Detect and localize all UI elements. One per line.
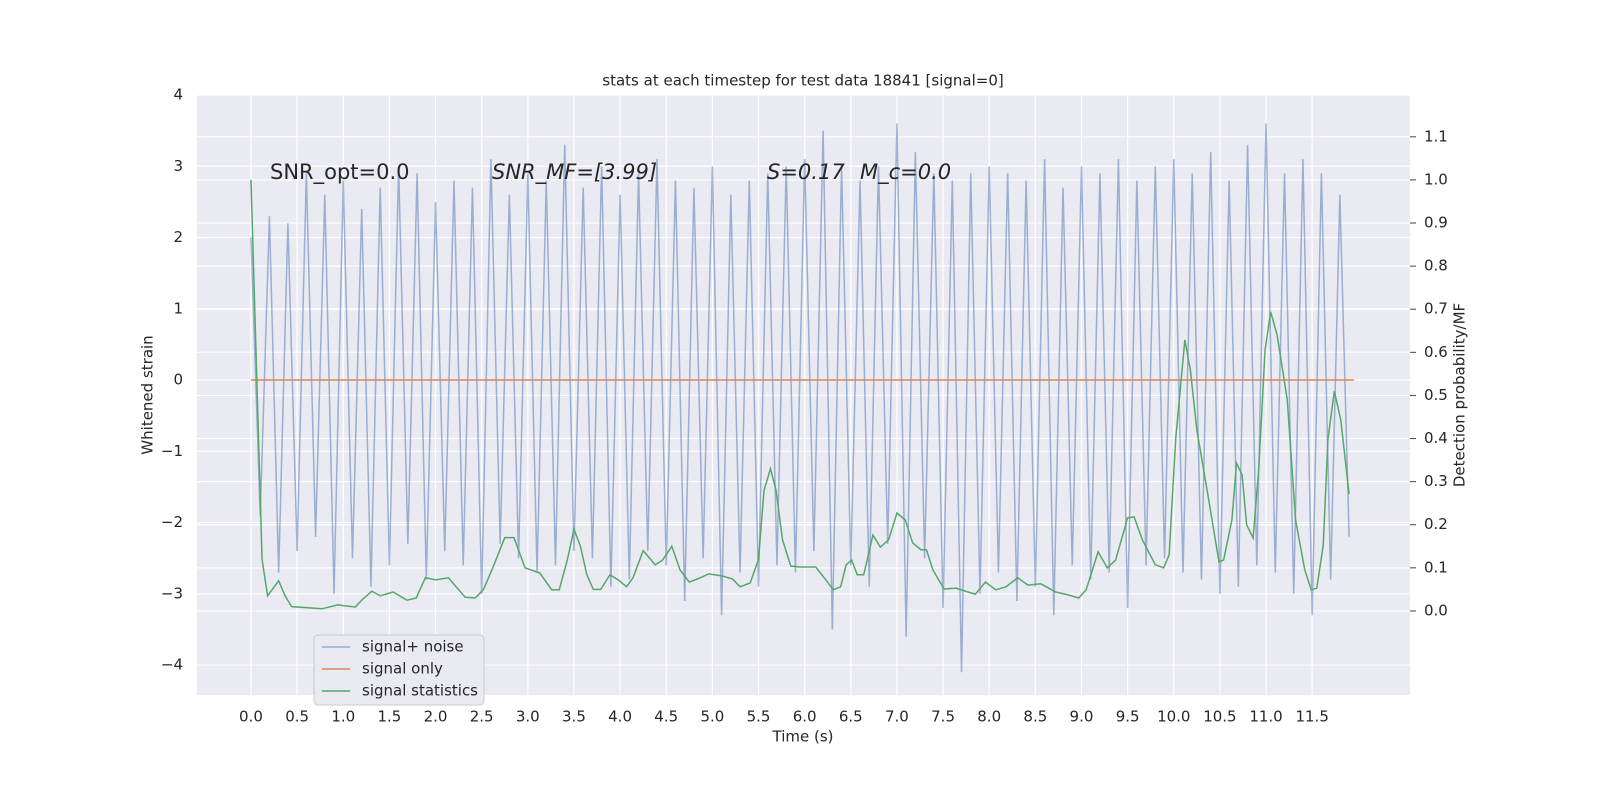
x-tick-label: 0.0 <box>239 708 263 726</box>
annotation: SNR_MF=[3.99] <box>492 160 657 185</box>
series-line <box>250 179 1350 610</box>
x-tick-label: 11.0 <box>1249 708 1282 726</box>
y-tick-label: 3 <box>173 157 183 175</box>
y2-tick-label: 0.5 <box>1424 386 1448 404</box>
x-tick-label: 9.5 <box>1116 708 1140 726</box>
annotation: M_c=0.0 <box>860 160 951 185</box>
series-line <box>250 123 1350 673</box>
y-tick-label: −4 <box>161 656 183 674</box>
y2-tick-label: 0.8 <box>1424 257 1448 275</box>
y2-tick-label: 0.2 <box>1424 515 1448 533</box>
legend-label: signal+ noise <box>362 638 464 656</box>
y2-tick-label: 1.0 <box>1424 170 1448 188</box>
x-tick-label: 5.0 <box>700 708 724 726</box>
y-tick-label: 1 <box>173 299 183 317</box>
y-tick-label: 2 <box>173 228 183 246</box>
y-tick-label: −2 <box>161 513 183 531</box>
x-tick-label: 2.0 <box>424 708 448 726</box>
x-tick-label: 1.5 <box>377 708 401 726</box>
y-tick-label: 4 <box>173 86 183 104</box>
x-tick-label: 7.5 <box>931 708 955 726</box>
x-tick-label: 10.5 <box>1203 708 1236 726</box>
x-tick-label: 6.5 <box>839 708 863 726</box>
x-tick-label: 4.0 <box>608 708 632 726</box>
y2-tick-label: 0.1 <box>1424 558 1448 576</box>
x-tick-label: 5.5 <box>747 708 771 726</box>
y-tick-label: −3 <box>161 584 183 602</box>
legend-label: signal only <box>362 660 443 678</box>
annotation: SNR_opt=0.0 <box>270 160 410 185</box>
x-tick-label: 10.0 <box>1157 708 1190 726</box>
y2-tick-label: 1.1 <box>1424 127 1448 145</box>
x-tick-label: 2.5 <box>470 708 494 726</box>
y2-tick-label: 0.9 <box>1424 214 1448 232</box>
y-axis-label: Whitened strain <box>139 335 157 454</box>
x-tick-label: 3.5 <box>562 708 586 726</box>
x-tick-label: 6.0 <box>793 708 817 726</box>
y2-tick-label: 0.0 <box>1424 601 1448 619</box>
y2-tick-label: 0.3 <box>1424 472 1448 490</box>
legend-box <box>313 634 485 706</box>
x-tick-label: 1.0 <box>331 708 355 726</box>
x-tick-label: 9.0 <box>1070 708 1094 726</box>
annotation: S=0.17 <box>767 160 845 184</box>
y-tick-label: 0 <box>173 371 183 389</box>
y2-axis-label: Detection probability/MF <box>1451 303 1469 487</box>
y2-tick-label: 0.4 <box>1424 429 1448 447</box>
x-tick-label: 0.5 <box>285 708 309 726</box>
x-tick-label: 7.0 <box>885 708 909 726</box>
y2-tick-label: 0.6 <box>1424 343 1448 361</box>
x-tick-label: 8.0 <box>977 708 1001 726</box>
x-axis-label: Time (s) <box>772 728 834 746</box>
x-tick-label: 8.5 <box>1023 708 1047 726</box>
x-tick-label: 11.5 <box>1295 708 1328 726</box>
chart-title: stats at each timestep for test data 188… <box>602 72 1003 90</box>
x-tick-label: 4.5 <box>654 708 678 726</box>
y-tick-label: −1 <box>161 442 183 460</box>
x-tick-label: 3.0 <box>516 708 540 726</box>
y2-tick-label: 0.7 <box>1424 300 1448 318</box>
legend-label: signal statistics <box>362 682 478 700</box>
